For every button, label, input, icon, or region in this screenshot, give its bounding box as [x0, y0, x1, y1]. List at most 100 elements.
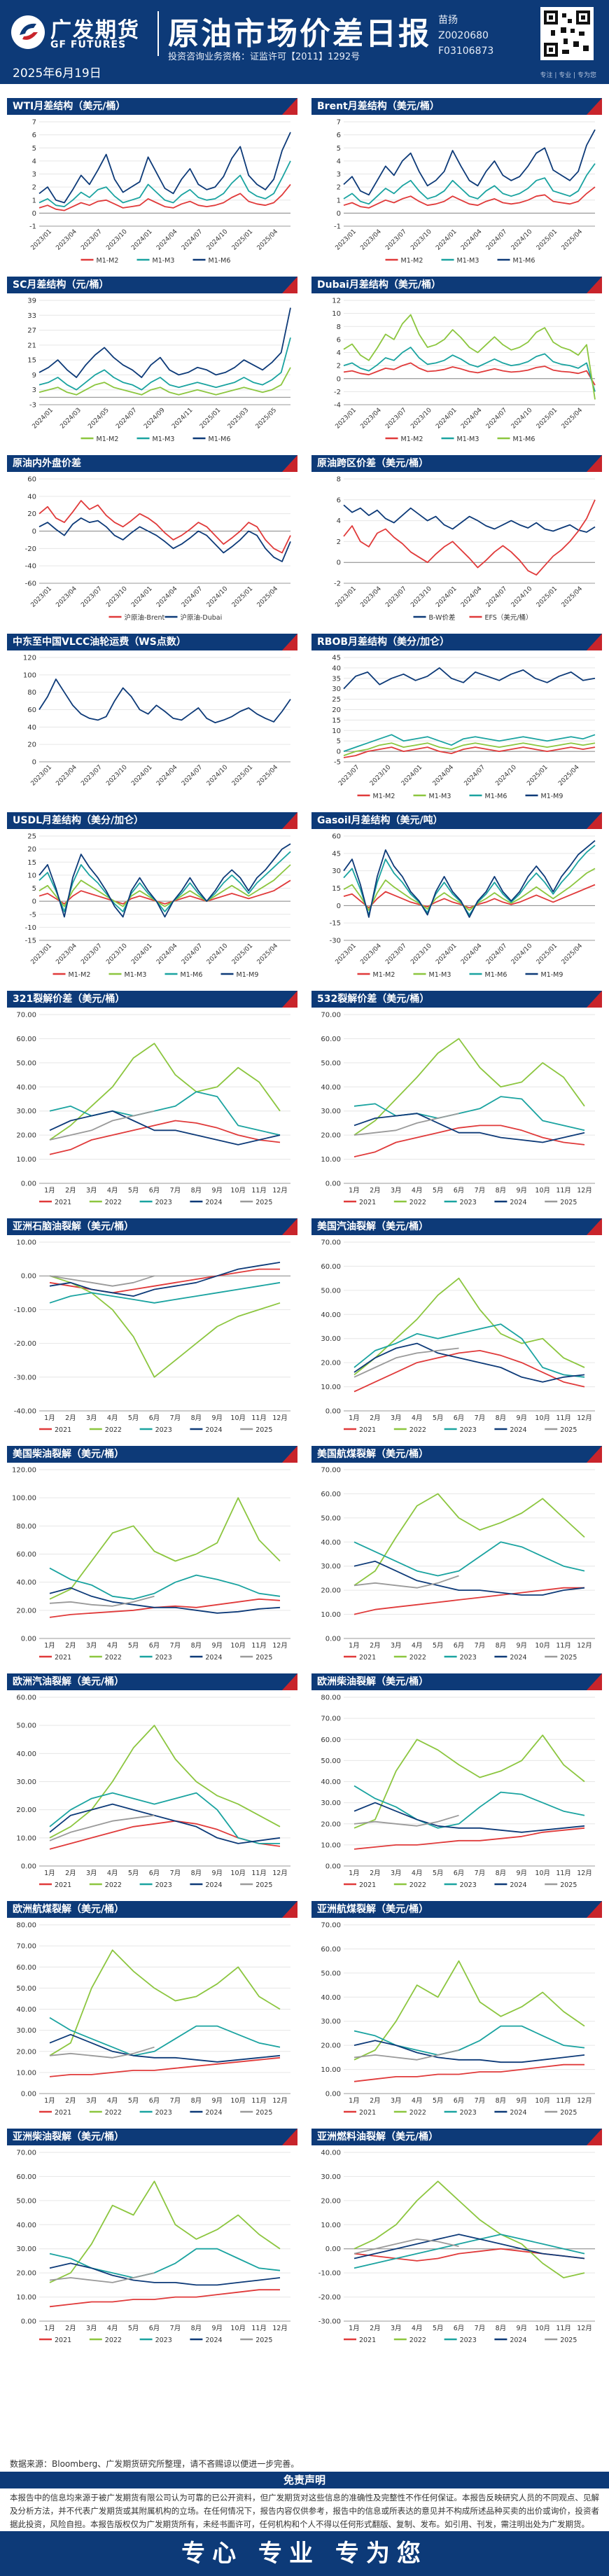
- x-tick-label: 2023/04: [55, 764, 78, 788]
- series-line: [38, 367, 291, 396]
- x-tick-label: 2024/03: [59, 407, 83, 431]
- x-tick-label: 12月: [272, 1187, 288, 1195]
- y-tick-label: 20.00: [321, 1587, 341, 1595]
- x-tick-label: 5月: [128, 1187, 139, 1195]
- x-tick-label: 2023/07: [80, 942, 104, 966]
- legend-label: 2021: [359, 1654, 376, 1662]
- series-line: [49, 1120, 281, 1155]
- y-tick-label: 60: [27, 706, 36, 714]
- x-tick-label: 3月: [86, 2325, 97, 2332]
- x-tick-label: 10月: [535, 1187, 550, 1195]
- chart-panel-asia_naphtha: 亚洲石脑油裂解（美元/桶） 10.00 0.00 -10.00 -20.00 -30.00…: [7, 1218, 298, 1439]
- series-line: [354, 1349, 585, 1393]
- y-tick-label: 30: [332, 685, 341, 693]
- chart-title: 美国柴油裂解（美元/桶）: [7, 1446, 298, 1463]
- chart-title: 美国航煤裂解（美元/桶）: [312, 1446, 602, 1463]
- chart-title: 亚洲石脑油裂解（美元/桶）: [7, 1218, 298, 1235]
- y-tick-label: 4: [32, 158, 36, 165]
- qr-code-icon: [544, 11, 590, 57]
- legend-label: M1-M2: [373, 971, 396, 979]
- x-tick-label: 4月: [107, 1870, 118, 1877]
- chart-svg: 0.00 10.00 20.00 30.00 40.00 50.00 60.00 70.00 1…: [16, 2150, 290, 2344]
- x-tick-label: 2023/01: [335, 407, 358, 431]
- chart-svg: 0.00 10.00 20.00 30.00 40.00 50.00 60.00 70.00 8…: [16, 1922, 290, 2117]
- x-tick-label: 2023/01: [335, 228, 358, 252]
- y-tick-label: 0: [337, 749, 341, 756]
- x-tick-label: 2023/10: [369, 764, 393, 788]
- legend-label: 2024: [510, 1654, 526, 1662]
- legend-label: 2025: [560, 1881, 577, 1889]
- series-line: [49, 1814, 155, 1842]
- y-tick-label: -5: [334, 759, 341, 767]
- x-tick-label: 2023/01: [30, 228, 54, 252]
- chart-panel-crude_inout: 原油内外盘价差 -60 -40 -20 0 20 40 60 2023/01 2023/04 202…: [7, 455, 298, 627]
- y-tick-label: 30.00: [16, 1778, 36, 1786]
- legend-label: M1-M2: [69, 971, 91, 979]
- chart-title: Gasoil月差结构（美元/吨）: [312, 812, 602, 829]
- series-line: [49, 1820, 281, 1850]
- y-tick-label: 0: [337, 903, 341, 910]
- x-tick-label: 2月: [65, 1870, 76, 1877]
- x-tick-label: 4月: [412, 1187, 423, 1195]
- series-line: [49, 2289, 280, 2308]
- series-line: [49, 1262, 281, 1297]
- x-tick-label: 11月: [251, 1414, 267, 1422]
- legend-label: 2023: [460, 1881, 477, 1889]
- y-tick-label: -10.00: [318, 2270, 341, 2278]
- y-tick-label: -20.00: [318, 2294, 341, 2302]
- x-tick-label: 2023/04: [55, 942, 78, 966]
- chart-panel-asia_diesel: 亚洲柴油裂解（美元/桶） 0.00 10.00 20.00 30.00 40.00 50.0…: [7, 2129, 298, 2349]
- y-tick-label: 1: [337, 197, 341, 204]
- x-tick-label: 2023/10: [410, 585, 433, 609]
- y-tick-label: 45: [332, 850, 341, 858]
- series-line: [354, 1587, 584, 1615]
- x-tick-label: 7月: [170, 2325, 181, 2332]
- series-line: [38, 132, 291, 204]
- x-tick-label: 2月: [65, 1414, 76, 1422]
- legend-label: 2023: [460, 1426, 477, 1434]
- y-tick-label: 0.00: [326, 2246, 341, 2253]
- series-line: [49, 2248, 281, 2278]
- legend-label: 2024: [205, 1426, 222, 1434]
- y-tick-label: 20.00: [16, 2270, 36, 2278]
- legend-label: 2021: [55, 2109, 71, 2117]
- y-tick-label: 8: [337, 323, 341, 331]
- x-tick-label: 2023/04: [359, 942, 383, 966]
- x-tick-label: 10月: [535, 2325, 550, 2332]
- chart-svg: 40.00 30.00 20.00 10.00 0.00 -10.00 -20.00 -30.…: [318, 2150, 595, 2344]
- y-tick-label: 40: [332, 664, 341, 672]
- y-tick-label: 80.00: [321, 1694, 341, 1702]
- series-line: [38, 864, 291, 907]
- x-tick-label: 9月: [212, 1187, 223, 1195]
- legend-label: 2021: [359, 1426, 376, 1434]
- x-tick-label: 2024/04: [432, 764, 456, 788]
- x-tick-label: 6月: [454, 1187, 465, 1195]
- x-tick-label: 7月: [170, 1414, 181, 1422]
- x-tick-label: 5月: [128, 1414, 139, 1422]
- chart-panel-rbob: RBOB月差结构（美分/加仑） -5 0 5 10 15 20 25 30 35 40 45 2023/…: [312, 634, 602, 805]
- series-line: [343, 314, 596, 400]
- y-tick-label: 80.00: [16, 1523, 36, 1531]
- chart-svg: 0.00 10.00 20.00 30.00 40.00 50.00 60.00 70.00 1…: [321, 1012, 595, 1206]
- y-tick-label: 30.00: [321, 1108, 341, 1115]
- series-line: [354, 1038, 585, 1136]
- x-tick-label: 6月: [149, 1414, 160, 1422]
- series-line: [354, 1960, 585, 2061]
- legend-label: 2021: [359, 2337, 376, 2344]
- y-tick-label: 40: [27, 493, 36, 501]
- y-tick-label: 40.00: [321, 1084, 341, 1092]
- x-tick-label: 2024/10: [494, 764, 518, 788]
- series-line: [38, 678, 291, 723]
- legend-label: 2023: [460, 2109, 477, 2117]
- legend-label: 2024: [205, 1654, 222, 1662]
- series-line: [354, 2180, 585, 2278]
- legend-label: M1-M6: [485, 971, 507, 979]
- y-tick-label: 10.00: [321, 1156, 341, 1164]
- chart-title: 亚洲航煤裂解（美元/桶）: [312, 1901, 602, 1918]
- chart-panel-us_jet: 美国航煤裂解（美元/桶） 0.00 10.00 20.00 30.00 40.00 50.0…: [312, 1446, 602, 1666]
- x-tick-label: 9月: [517, 1870, 528, 1877]
- chart-panel-dubai: Dubai月差结构（美元/桶） -4 -2 0 2 4 6 8 10 12 2023/01 2023/…: [312, 277, 602, 448]
- legend-label: 2025: [255, 1199, 272, 1206]
- x-tick-label: 2023/07: [384, 228, 408, 252]
